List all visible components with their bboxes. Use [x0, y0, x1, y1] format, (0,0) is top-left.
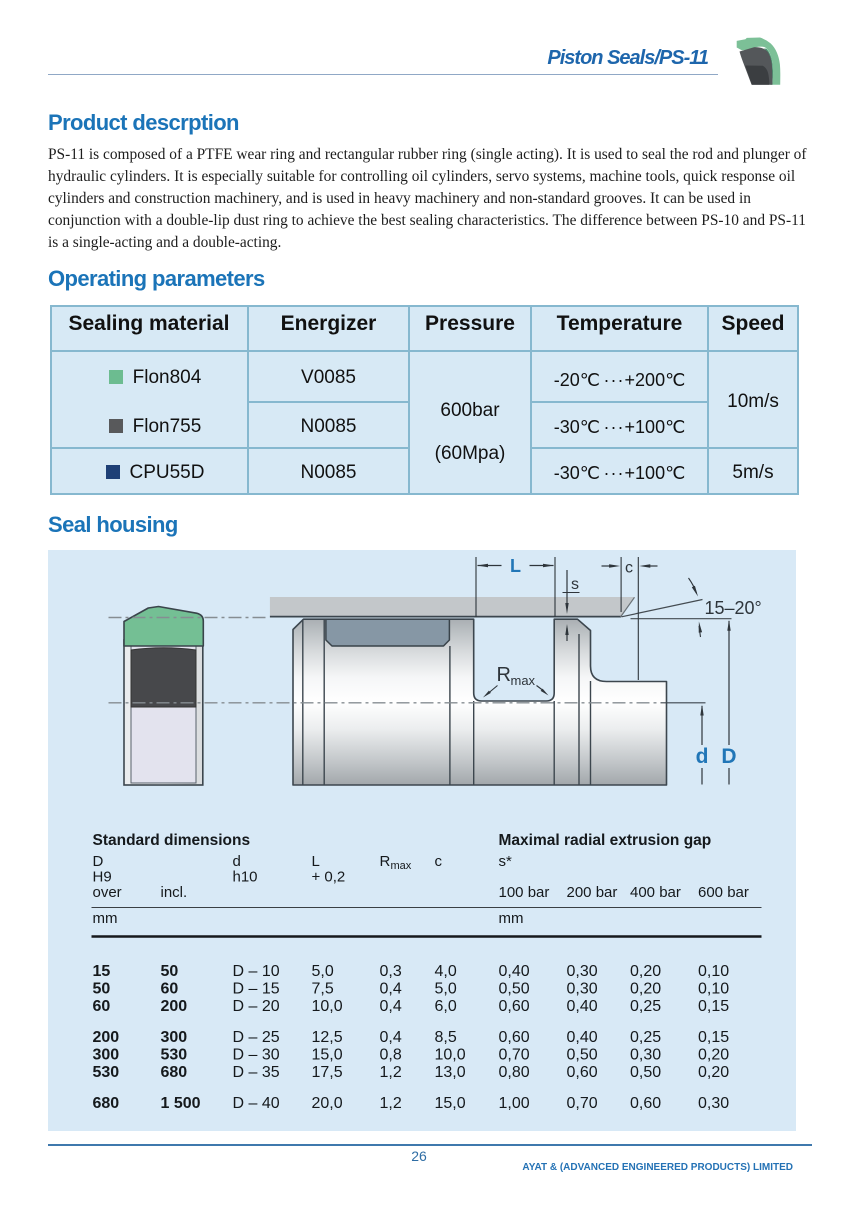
- svg-text:0,70: 0,70: [566, 1095, 597, 1112]
- svg-text:0,50: 0,50: [630, 1064, 661, 1081]
- svg-text:60: 60: [160, 981, 178, 998]
- svg-text:300: 300: [92, 1047, 119, 1064]
- svg-text:600 bar: 600 bar: [698, 884, 749, 901]
- svg-text:300: 300: [160, 1029, 187, 1046]
- svg-text:50: 50: [160, 963, 178, 980]
- svg-text:17,5: 17,5: [311, 1064, 342, 1081]
- svg-text:+ 0,2: + 0,2: [311, 869, 345, 886]
- svg-text:5,0: 5,0: [311, 963, 333, 980]
- svg-text:5,0: 5,0: [434, 981, 456, 998]
- svg-text:D – 40: D – 40: [232, 1095, 279, 1112]
- svg-text:530: 530: [92, 1064, 119, 1081]
- svg-text:0,30: 0,30: [698, 1095, 729, 1112]
- svg-text:15,0: 15,0: [434, 1095, 465, 1112]
- svg-text:c: c: [625, 560, 633, 577]
- svg-text:7,5: 7,5: [311, 981, 333, 998]
- svg-text:0,3: 0,3: [379, 963, 401, 980]
- svg-text:8,5: 8,5: [434, 1029, 456, 1046]
- svg-text:0,30: 0,30: [630, 1047, 661, 1064]
- svg-text:0,20: 0,20: [630, 981, 661, 998]
- svg-text:530: 530: [160, 1047, 187, 1064]
- svg-text:200: 200: [92, 1029, 119, 1046]
- svg-text:0,15: 0,15: [698, 998, 729, 1015]
- svg-text:6,0: 6,0: [434, 998, 456, 1015]
- svg-text:over: over: [92, 884, 121, 901]
- svg-text:15,0: 15,0: [311, 1047, 342, 1064]
- svg-text:0,60: 0,60: [566, 1064, 597, 1081]
- svg-text:L: L: [510, 556, 521, 576]
- svg-text:200: 200: [160, 998, 187, 1015]
- svg-text:h10: h10: [232, 869, 257, 886]
- svg-text:0,10: 0,10: [698, 963, 729, 980]
- svg-text:20,0: 20,0: [311, 1095, 342, 1112]
- svg-text:1 500: 1 500: [160, 1095, 200, 1112]
- svg-text:0,80: 0,80: [498, 1064, 529, 1081]
- svg-text:d: d: [232, 853, 240, 870]
- svg-text:1,2: 1,2: [379, 1064, 401, 1081]
- svg-text:0,20: 0,20: [698, 1064, 729, 1081]
- svg-text:0,25: 0,25: [630, 998, 661, 1015]
- svg-text:0,40: 0,40: [566, 998, 597, 1015]
- svg-text:incl.: incl.: [160, 884, 187, 901]
- svg-text:0,4: 0,4: [379, 1029, 401, 1046]
- svg-text:60: 60: [92, 998, 110, 1015]
- svg-text:200 bar: 200 bar: [566, 884, 617, 901]
- svg-text:1,00: 1,00: [498, 1095, 529, 1112]
- svg-text:0,30: 0,30: [566, 963, 597, 980]
- svg-text:0,8: 0,8: [379, 1047, 401, 1064]
- svg-text:s: s: [571, 576, 579, 593]
- svg-text:680: 680: [160, 1064, 187, 1081]
- svg-text:10,0: 10,0: [434, 1047, 465, 1064]
- svg-text:50: 50: [92, 981, 110, 998]
- svg-text:H9: H9: [92, 869, 111, 886]
- svg-text:400 bar: 400 bar: [630, 884, 681, 901]
- svg-text:15–20°: 15–20°: [704, 598, 761, 618]
- svg-text:680: 680: [92, 1095, 119, 1112]
- svg-text:D – 15: D – 15: [232, 981, 279, 998]
- svg-text:12,5: 12,5: [311, 1029, 342, 1046]
- svg-text:0,4: 0,4: [379, 981, 401, 998]
- svg-text:0,60: 0,60: [498, 998, 529, 1015]
- svg-text:0,60: 0,60: [630, 1095, 661, 1112]
- svg-text:0,4: 0,4: [379, 998, 401, 1015]
- svg-text:0,70: 0,70: [498, 1047, 529, 1064]
- svg-text:D – 10: D – 10: [232, 963, 279, 980]
- svg-text:d: d: [695, 745, 708, 768]
- svg-text:4,0: 4,0: [434, 963, 456, 980]
- svg-text:1,2: 1,2: [379, 1095, 401, 1112]
- svg-text:0,15: 0,15: [698, 1029, 729, 1046]
- svg-text:c: c: [434, 853, 442, 870]
- svg-text:D – 25: D – 25: [232, 1029, 279, 1046]
- svg-text:max: max: [390, 860, 411, 872]
- svg-text:D – 35: D – 35: [232, 1064, 279, 1081]
- svg-text:0,40: 0,40: [498, 963, 529, 980]
- svg-text:D – 30: D – 30: [232, 1047, 279, 1064]
- svg-text:D – 20: D – 20: [232, 998, 279, 1015]
- svg-text:0,10: 0,10: [698, 981, 729, 998]
- svg-text:0,50: 0,50: [498, 981, 529, 998]
- svg-text:15: 15: [92, 963, 110, 980]
- svg-text:0,50: 0,50: [566, 1047, 597, 1064]
- svg-text:L: L: [311, 853, 319, 870]
- svg-text:13,0: 13,0: [434, 1064, 465, 1081]
- svg-text:0,30: 0,30: [566, 981, 597, 998]
- svg-text:0,60: 0,60: [498, 1029, 529, 1046]
- svg-text:D: D: [721, 745, 736, 768]
- svg-text:0,20: 0,20: [698, 1047, 729, 1064]
- svg-text:D: D: [92, 853, 103, 870]
- svg-text:s*: s*: [498, 853, 512, 870]
- svg-text:100 bar: 100 bar: [498, 884, 549, 901]
- svg-text:Standard dimensions: Standard dimensions: [92, 832, 250, 849]
- svg-text:0,25: 0,25: [630, 1029, 661, 1046]
- svg-text:0,20: 0,20: [630, 963, 661, 980]
- svg-text:10,0: 10,0: [311, 998, 342, 1015]
- svg-text:mm: mm: [92, 910, 117, 927]
- svg-text:mm: mm: [498, 910, 523, 927]
- svg-text:max: max: [510, 673, 535, 688]
- svg-text:R: R: [496, 664, 510, 686]
- svg-text:R: R: [379, 853, 390, 870]
- svg-text:Maximal radial extrusion gap: Maximal radial extrusion gap: [498, 832, 711, 849]
- svg-text:0,40: 0,40: [566, 1029, 597, 1046]
